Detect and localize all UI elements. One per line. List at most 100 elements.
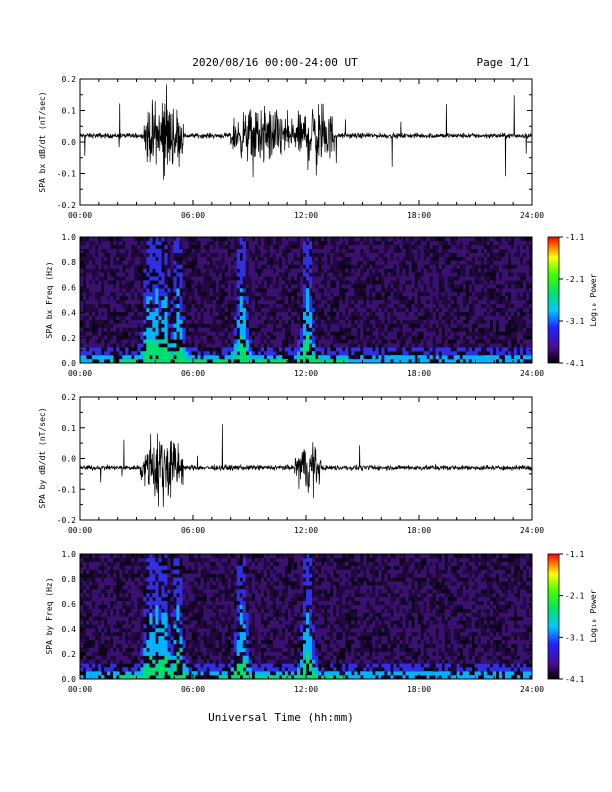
spectrogram-cell xyxy=(209,632,213,637)
spectrogram-cell xyxy=(167,240,171,246)
spectrogram-cell xyxy=(471,280,475,285)
x-tick-label: 00:00 xyxy=(68,526,92,535)
spectrogram-cell xyxy=(101,597,105,602)
spectrogram-cell xyxy=(119,643,123,648)
spectrogram-cell xyxy=(221,561,225,566)
spectrogram-cell xyxy=(110,335,114,340)
spectrogram-cell xyxy=(167,671,171,676)
spectrogram-cell xyxy=(110,284,114,289)
spectrogram-cell xyxy=(399,311,403,316)
spectrogram-cell xyxy=(131,636,135,641)
spectrogram-cell xyxy=(275,284,280,289)
spectrogram-cell xyxy=(200,272,204,277)
spectrogram-cell xyxy=(245,256,249,261)
spectrogram-cell xyxy=(333,351,337,356)
spectrogram-cell xyxy=(468,351,472,356)
spectrogram-cell xyxy=(526,296,530,301)
spectrogram-cell xyxy=(278,292,283,297)
spectrogram-cell xyxy=(152,351,156,356)
spectrogram-cell xyxy=(245,248,249,253)
spectrogram-cell xyxy=(113,624,117,629)
spectrogram-cell xyxy=(456,296,460,301)
spectrogram-cell xyxy=(191,347,195,352)
spectrogram-cell xyxy=(408,248,412,253)
spectrogram-cell xyxy=(206,303,210,309)
spectrogram-cell xyxy=(191,651,195,656)
spectrogram-cell xyxy=(369,347,373,352)
spectrogram-cell xyxy=(122,675,126,680)
spectrogram-cell xyxy=(161,237,165,242)
spectrogram-cell xyxy=(315,303,319,309)
spectrogram-cell xyxy=(200,300,204,305)
spectrogram-cell xyxy=(462,323,466,328)
spectrogram-cell xyxy=(471,284,475,289)
spectrogram-cell xyxy=(363,252,367,257)
spectrogram-cell xyxy=(360,280,364,285)
spectrogram-cell xyxy=(212,256,216,261)
spectrogram-cell xyxy=(197,639,201,645)
spectrogram-cell xyxy=(399,256,403,261)
spectrogram-cell xyxy=(387,280,391,285)
spectrogram-cell xyxy=(131,339,135,344)
spectrogram-cell xyxy=(182,296,186,301)
spectrogram-cell xyxy=(236,256,240,261)
spectrogram-cell xyxy=(125,667,129,672)
spectrogram-cell xyxy=(369,311,373,316)
spectrogram-cell xyxy=(254,264,259,269)
spectrogram-cell xyxy=(116,303,120,309)
spectrogram-cell xyxy=(203,272,207,277)
spectrogram-cell xyxy=(348,339,352,344)
spectrogram-cell xyxy=(462,343,466,348)
spectrogram-cell xyxy=(444,284,448,289)
spectrogram-cell xyxy=(477,256,482,261)
spectrogram-cell xyxy=(348,331,352,336)
spectrogram-cell xyxy=(221,659,225,664)
spectrogram-cell xyxy=(381,252,385,257)
spectrogram-cell xyxy=(504,311,509,316)
spectrogram-cell xyxy=(348,315,352,320)
spectrogram-cell xyxy=(468,244,472,250)
spectrogram-cell xyxy=(227,292,231,297)
spectrogram-cell xyxy=(438,359,442,364)
spectrogram-cell xyxy=(83,315,87,320)
spectrogram-cell xyxy=(357,339,361,344)
spectrogram-cell xyxy=(98,307,102,313)
spectrogram-cell xyxy=(125,303,129,309)
spectrogram-cell xyxy=(480,359,485,364)
spectrogram-cell xyxy=(333,319,337,324)
spectrogram-cell xyxy=(161,671,165,676)
spectrogram-cell xyxy=(104,359,108,364)
spectrogram-cell xyxy=(315,323,319,328)
spectrogram-cell xyxy=(245,284,249,289)
spectrogram-cell xyxy=(137,248,141,253)
spectrogram-cell xyxy=(167,577,171,582)
spectrogram-cell xyxy=(269,355,274,360)
spectrogram-cell xyxy=(281,335,286,340)
spectrogram-cell xyxy=(471,276,475,281)
spectrogram-cell xyxy=(86,593,90,598)
spectrogram-cell xyxy=(98,288,102,293)
spectrogram-cell xyxy=(429,300,433,305)
spectrogram-cell xyxy=(242,264,246,269)
spectrogram-cell xyxy=(110,252,114,257)
spectrogram-cell xyxy=(233,296,237,301)
spectrogram-cell xyxy=(152,577,156,582)
spectrogram-cell xyxy=(137,315,141,320)
spectrogram-cell xyxy=(173,240,177,246)
spectrogram-cell xyxy=(227,335,231,340)
spectrogram-cell xyxy=(197,565,201,570)
spectrogram-cell xyxy=(432,280,436,285)
spectrogram-cell xyxy=(140,667,144,672)
spectrogram-cell xyxy=(297,311,301,316)
spectrogram-cell xyxy=(158,260,162,265)
spectrogram-cell xyxy=(405,339,409,344)
spectrogram-cell xyxy=(152,300,156,305)
figure-title: 2020/08/16 00:00-24:00 UT xyxy=(192,56,358,69)
spectrogram-cell xyxy=(369,327,373,332)
spectrogram-cell xyxy=(369,252,373,257)
spectrogram-cell xyxy=(215,355,219,360)
spectrogram-cell xyxy=(309,319,313,324)
spectrogram-cell xyxy=(179,284,183,289)
y-tick-label: -0.1 xyxy=(57,170,76,179)
spectrogram-cell xyxy=(312,260,316,265)
